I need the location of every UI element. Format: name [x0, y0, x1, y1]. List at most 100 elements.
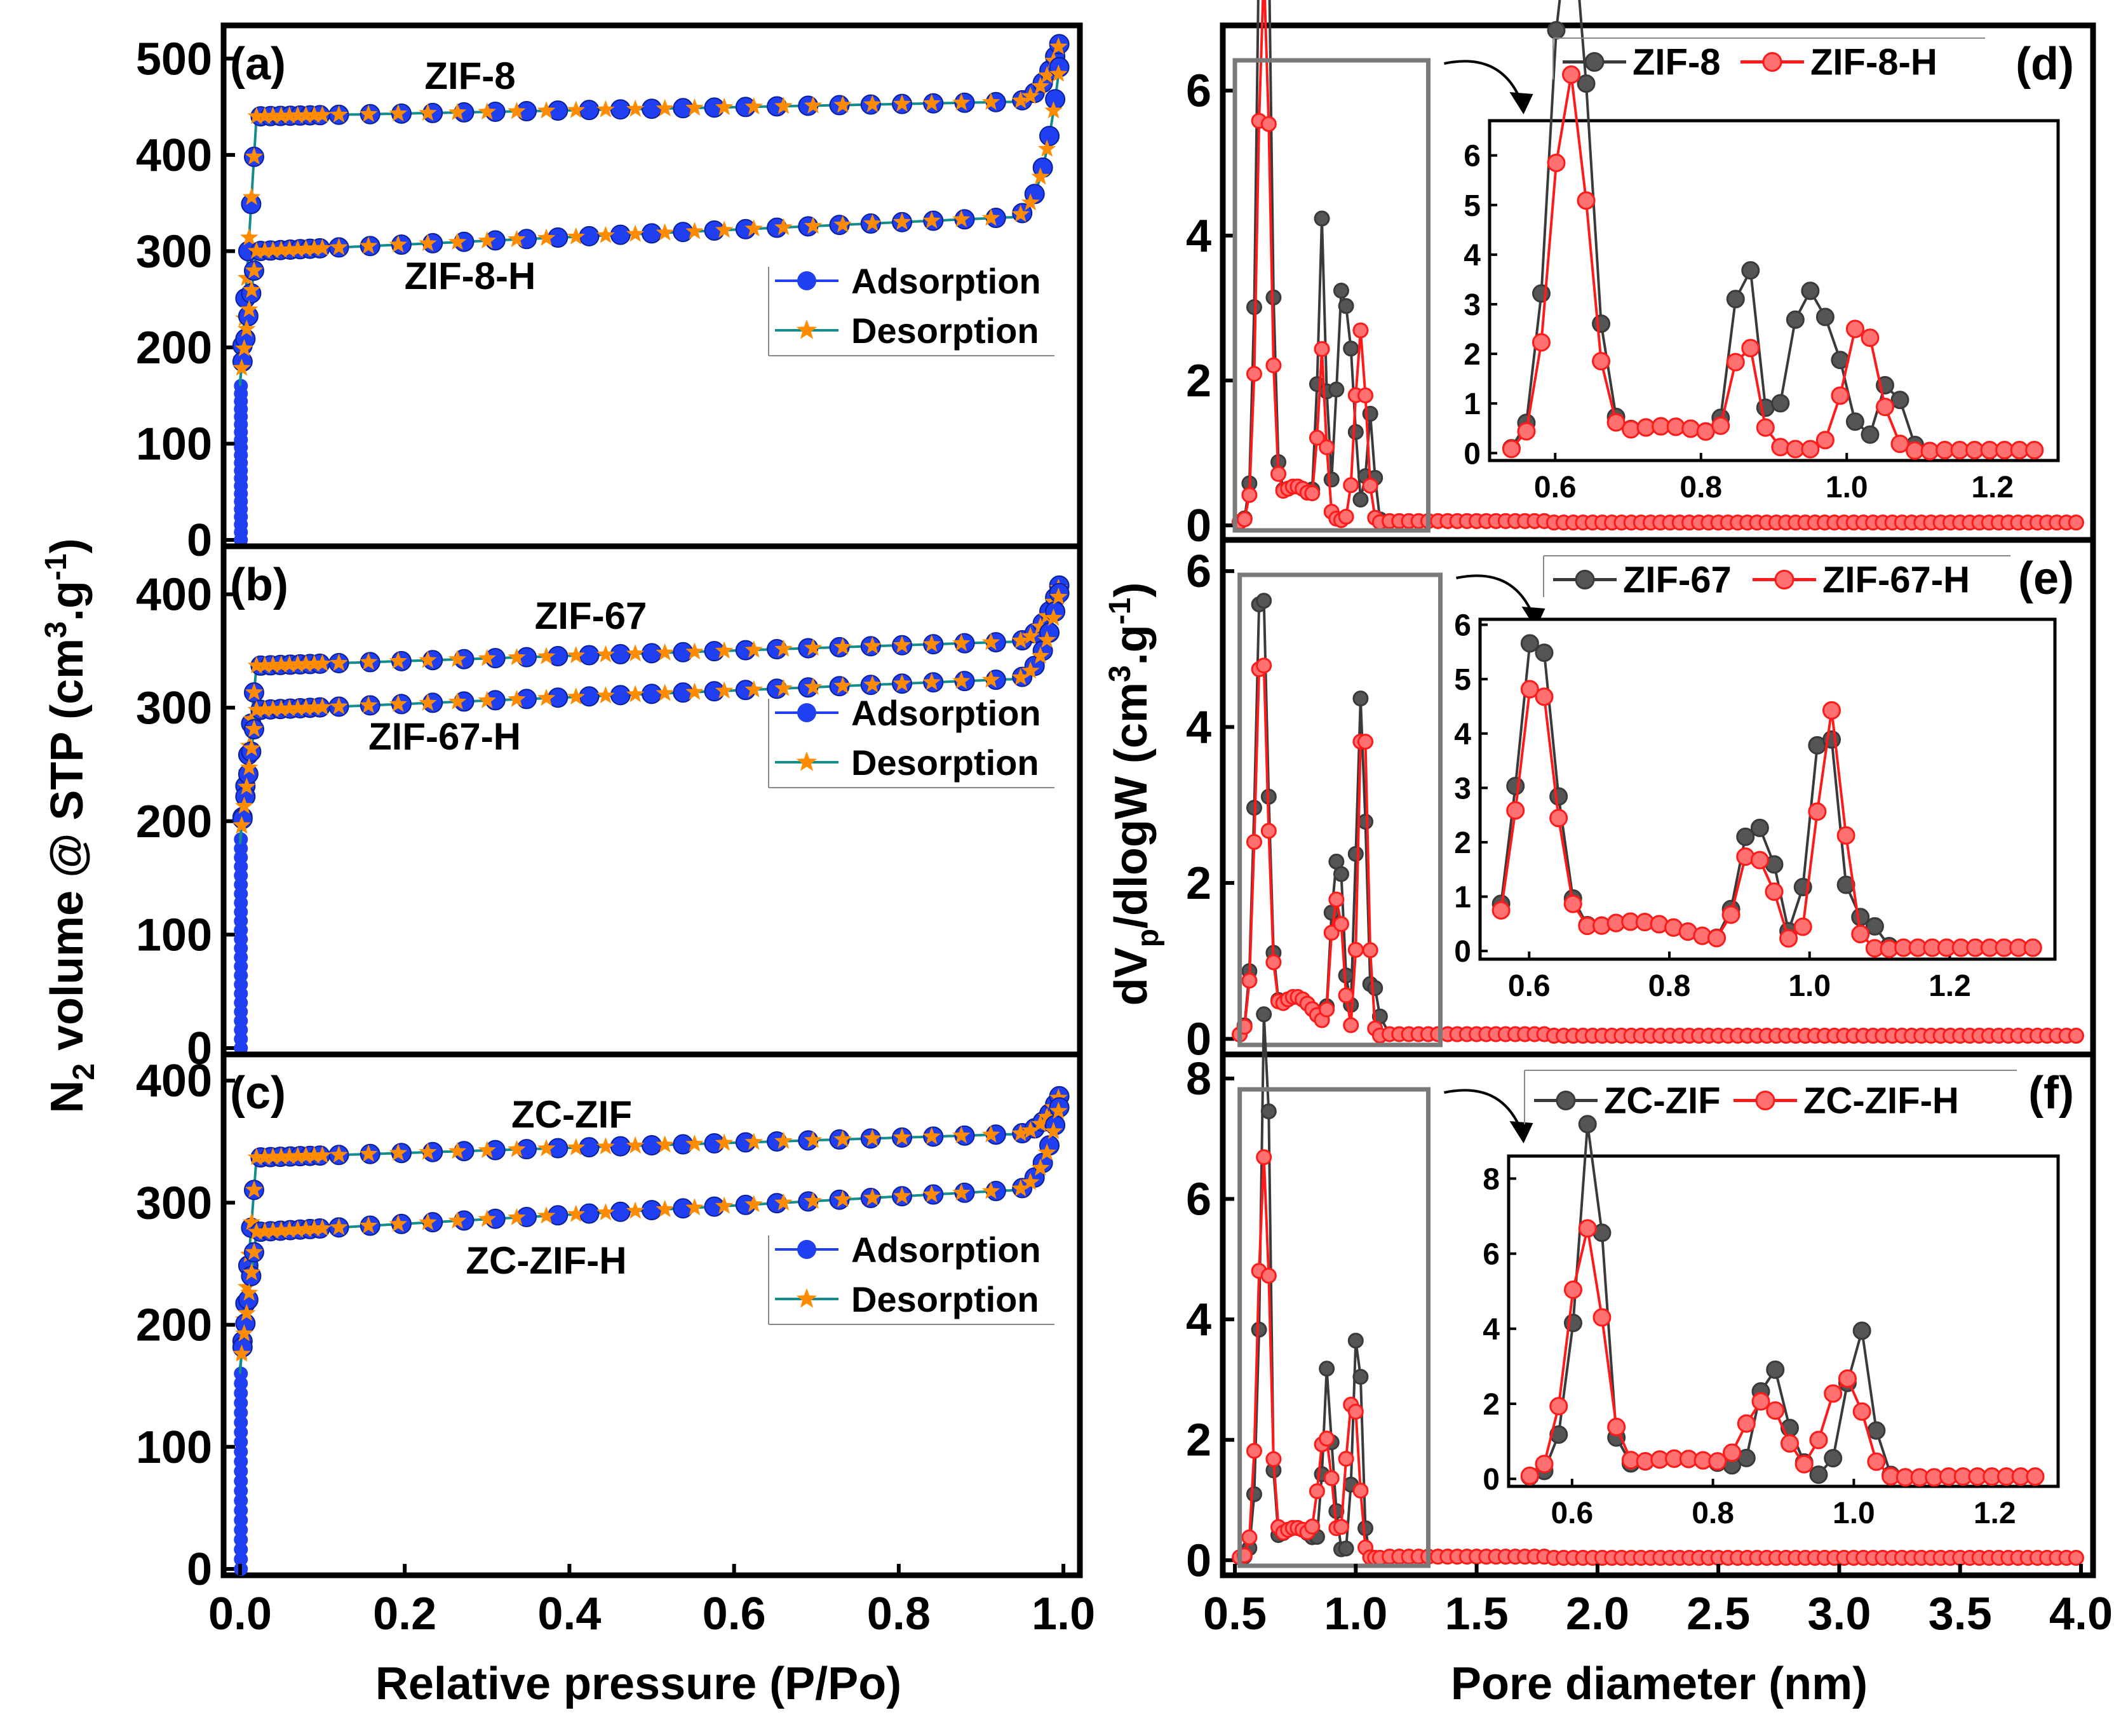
plot-frame — [220, 543, 1083, 1058]
inset-series-point-red — [1845, 320, 1864, 339]
desorption-point — [656, 1199, 674, 1218]
desorption-point — [255, 107, 274, 124]
desorption-point — [715, 1196, 734, 1214]
desorption-point — [656, 643, 674, 661]
desorption-point — [922, 93, 941, 111]
desorption-point — [419, 234, 437, 252]
desorption-point — [1049, 64, 1068, 82]
inset-series-point-black — [1865, 917, 1884, 936]
zoom-arrowhead — [1509, 1121, 1533, 1143]
series-point-red — [1338, 508, 1354, 525]
adsorption-point — [673, 1198, 694, 1219]
desorption-point — [567, 1204, 585, 1222]
desorption-point — [833, 1129, 852, 1147]
inset-series-point-red — [1535, 687, 1554, 706]
inset-series-point-red — [1779, 929, 1798, 948]
desorption-point — [656, 683, 674, 701]
desorption-point — [981, 633, 1000, 650]
series-point-red — [1241, 487, 1258, 503]
inset-series-point-red — [1809, 1430, 1828, 1450]
left-y-axis-label: N2 volume @ STP (cm3.g-1) — [39, 538, 101, 1113]
y-tick-label: 0 — [1186, 1014, 1211, 1065]
desorption-point — [389, 694, 408, 712]
series-point-red — [1265, 954, 1282, 971]
desorption-point — [596, 100, 615, 118]
desorption-point — [313, 654, 332, 671]
desorption-point — [245, 1242, 264, 1260]
desorption-point — [981, 208, 1000, 226]
y-tick-label: 6 — [1186, 546, 1211, 597]
legend-desorption-label: Desorption — [851, 743, 1039, 783]
desorption-point — [448, 1141, 467, 1159]
series-point-red — [1319, 1430, 1335, 1447]
inset-y-tick-label: 5 — [1454, 663, 1471, 697]
series-point-black — [1328, 381, 1345, 398]
inset-series-point-red — [1737, 1414, 1756, 1433]
desorption-point — [305, 239, 323, 257]
adsorption-point — [234, 1474, 248, 1488]
inset-x-tick-label: 0.8 — [1648, 969, 1691, 1003]
desorption-point — [1037, 139, 1056, 157]
desorption-point — [1037, 1143, 1056, 1161]
adsorption-point — [1039, 126, 1060, 147]
series-point-red — [1256, 657, 1272, 674]
inset-series-point-red — [1549, 809, 1568, 828]
desorption-point — [1049, 1101, 1068, 1119]
desorption-point — [242, 710, 261, 727]
panel-a: 0 100 200 300 400 500 (a) ZIF-8 ZIF-8-H Adsorptio… — [136, 22, 1083, 566]
inset-y-tick-label: 4 — [1464, 239, 1481, 273]
desorption-point — [232, 358, 251, 376]
adsorption-point — [234, 1523, 248, 1537]
desorption-point — [656, 223, 674, 241]
desorption-point — [242, 280, 261, 298]
x-tick-label: 3.5 — [1929, 1589, 1992, 1639]
inset-series-point-red — [1549, 1397, 1568, 1416]
legend-adsorption-label: Adsorption — [851, 693, 1041, 733]
series-point-black — [1352, 492, 1369, 508]
desorption-point — [1031, 1158, 1050, 1176]
inset-series-point-red — [1808, 802, 1827, 821]
inset-series-point-red — [2023, 938, 2042, 957]
desorption-point — [235, 339, 253, 356]
adsorption-point — [234, 1464, 248, 1479]
adsorption-point — [642, 683, 662, 704]
desorption-point — [389, 1215, 408, 1232]
inset-series-point-red — [1577, 191, 1596, 210]
desorption-point — [448, 103, 467, 121]
desorption-point — [863, 95, 882, 112]
desorption-point — [235, 797, 253, 814]
series-point-black — [1251, 1321, 1267, 1338]
inset-series-point-red — [1707, 929, 1726, 948]
plot-frame — [1220, 1051, 2096, 1578]
legend-adsorption-label: Adsorption — [851, 261, 1041, 301]
desorption-point — [596, 686, 615, 704]
panel-b: 0 100 200 300 400 (b) ZIF-67 ZIF-67-H Adsorption… — [136, 543, 1083, 1074]
inset-series-point-red — [1867, 1452, 1886, 1471]
desorption-point — [567, 646, 585, 664]
desorption-point — [245, 261, 264, 279]
inset-series-point-red — [1851, 925, 1870, 944]
legend-marker-red — [1762, 52, 1782, 72]
desorption-point — [448, 692, 467, 710]
desorption-point — [478, 231, 496, 249]
series-point-red — [1265, 357, 1282, 373]
desorption-point — [359, 696, 378, 713]
desorption-point — [626, 99, 645, 117]
desorption-point — [537, 1206, 556, 1224]
inset-series-point-black — [1750, 818, 1769, 837]
desorption-point — [1021, 626, 1040, 644]
adsorption-point — [579, 225, 600, 246]
inset-series-point-black — [1592, 314, 1611, 333]
desorption-point — [922, 211, 941, 229]
inset-y-tick-label: 6 — [1483, 1238, 1500, 1272]
desorption-point — [863, 213, 882, 231]
desorption-point — [389, 1143, 408, 1161]
inset-series-point-red — [1532, 333, 1551, 352]
desorption-point — [952, 93, 971, 111]
inset-x-tick-label: 0.8 — [1692, 1497, 1734, 1530]
inset-series-point-black — [1851, 908, 1870, 927]
inset-x-tick-label: 1.0 — [1788, 969, 1831, 1003]
series-point-red — [1323, 1470, 1340, 1486]
desorption-point — [626, 1201, 645, 1219]
